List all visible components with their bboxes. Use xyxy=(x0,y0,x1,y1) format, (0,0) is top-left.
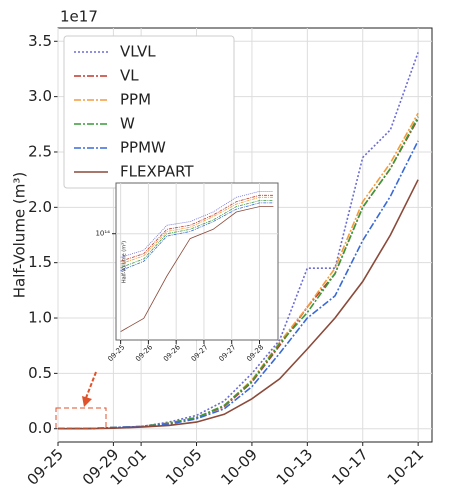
series-line xyxy=(120,196,274,265)
x-tick-label: 10-13 xyxy=(273,445,317,488)
series-line xyxy=(58,140,419,430)
y-tick-label: 2.0 xyxy=(28,198,52,216)
y-tick-label: 1.5 xyxy=(28,253,52,271)
x-tick-label: 10-09 xyxy=(217,445,261,488)
series-line xyxy=(120,202,274,271)
y-axis-label: Half-Volume (m³) xyxy=(11,172,29,299)
legend-label: PPMW xyxy=(120,139,166,157)
legend-label: W xyxy=(120,115,135,133)
y-tick-label: 1.0 xyxy=(28,309,52,327)
series-line xyxy=(120,206,274,332)
y-tick-label: 0.0 xyxy=(28,419,52,437)
legend-label: VL xyxy=(120,67,139,85)
arrow-head xyxy=(82,396,92,407)
offset-label: 1e17 xyxy=(60,8,98,26)
series-line xyxy=(120,200,274,268)
y-tick-label: 2.5 xyxy=(28,142,52,160)
x-tick-label: 10-17 xyxy=(328,445,372,488)
legend-label: PPM xyxy=(120,91,151,109)
y-tick-label: 3.5 xyxy=(28,32,52,50)
x-tick-label: 10-21 xyxy=(384,445,428,488)
y-tick-label: 3.0 xyxy=(28,87,52,105)
highlight-box xyxy=(55,407,107,429)
series-line xyxy=(58,118,419,430)
y-tick-label: 0.5 xyxy=(28,364,52,382)
legend-label: VLVL xyxy=(120,43,156,61)
arrow-line xyxy=(85,371,97,399)
inset-frame xyxy=(115,182,279,341)
series-line xyxy=(58,116,419,430)
x-tick-label: 10-05 xyxy=(162,445,206,488)
y-tick-label: 10¹⁴ xyxy=(95,230,110,238)
series-line xyxy=(120,190,274,258)
x-tick-label: 09-25 xyxy=(23,445,67,488)
legend-label: FLEXPART xyxy=(120,163,194,181)
series-line xyxy=(58,179,419,430)
series-line xyxy=(120,194,274,262)
inset-y-axis-label: Half-Volume (m³) xyxy=(122,241,128,283)
